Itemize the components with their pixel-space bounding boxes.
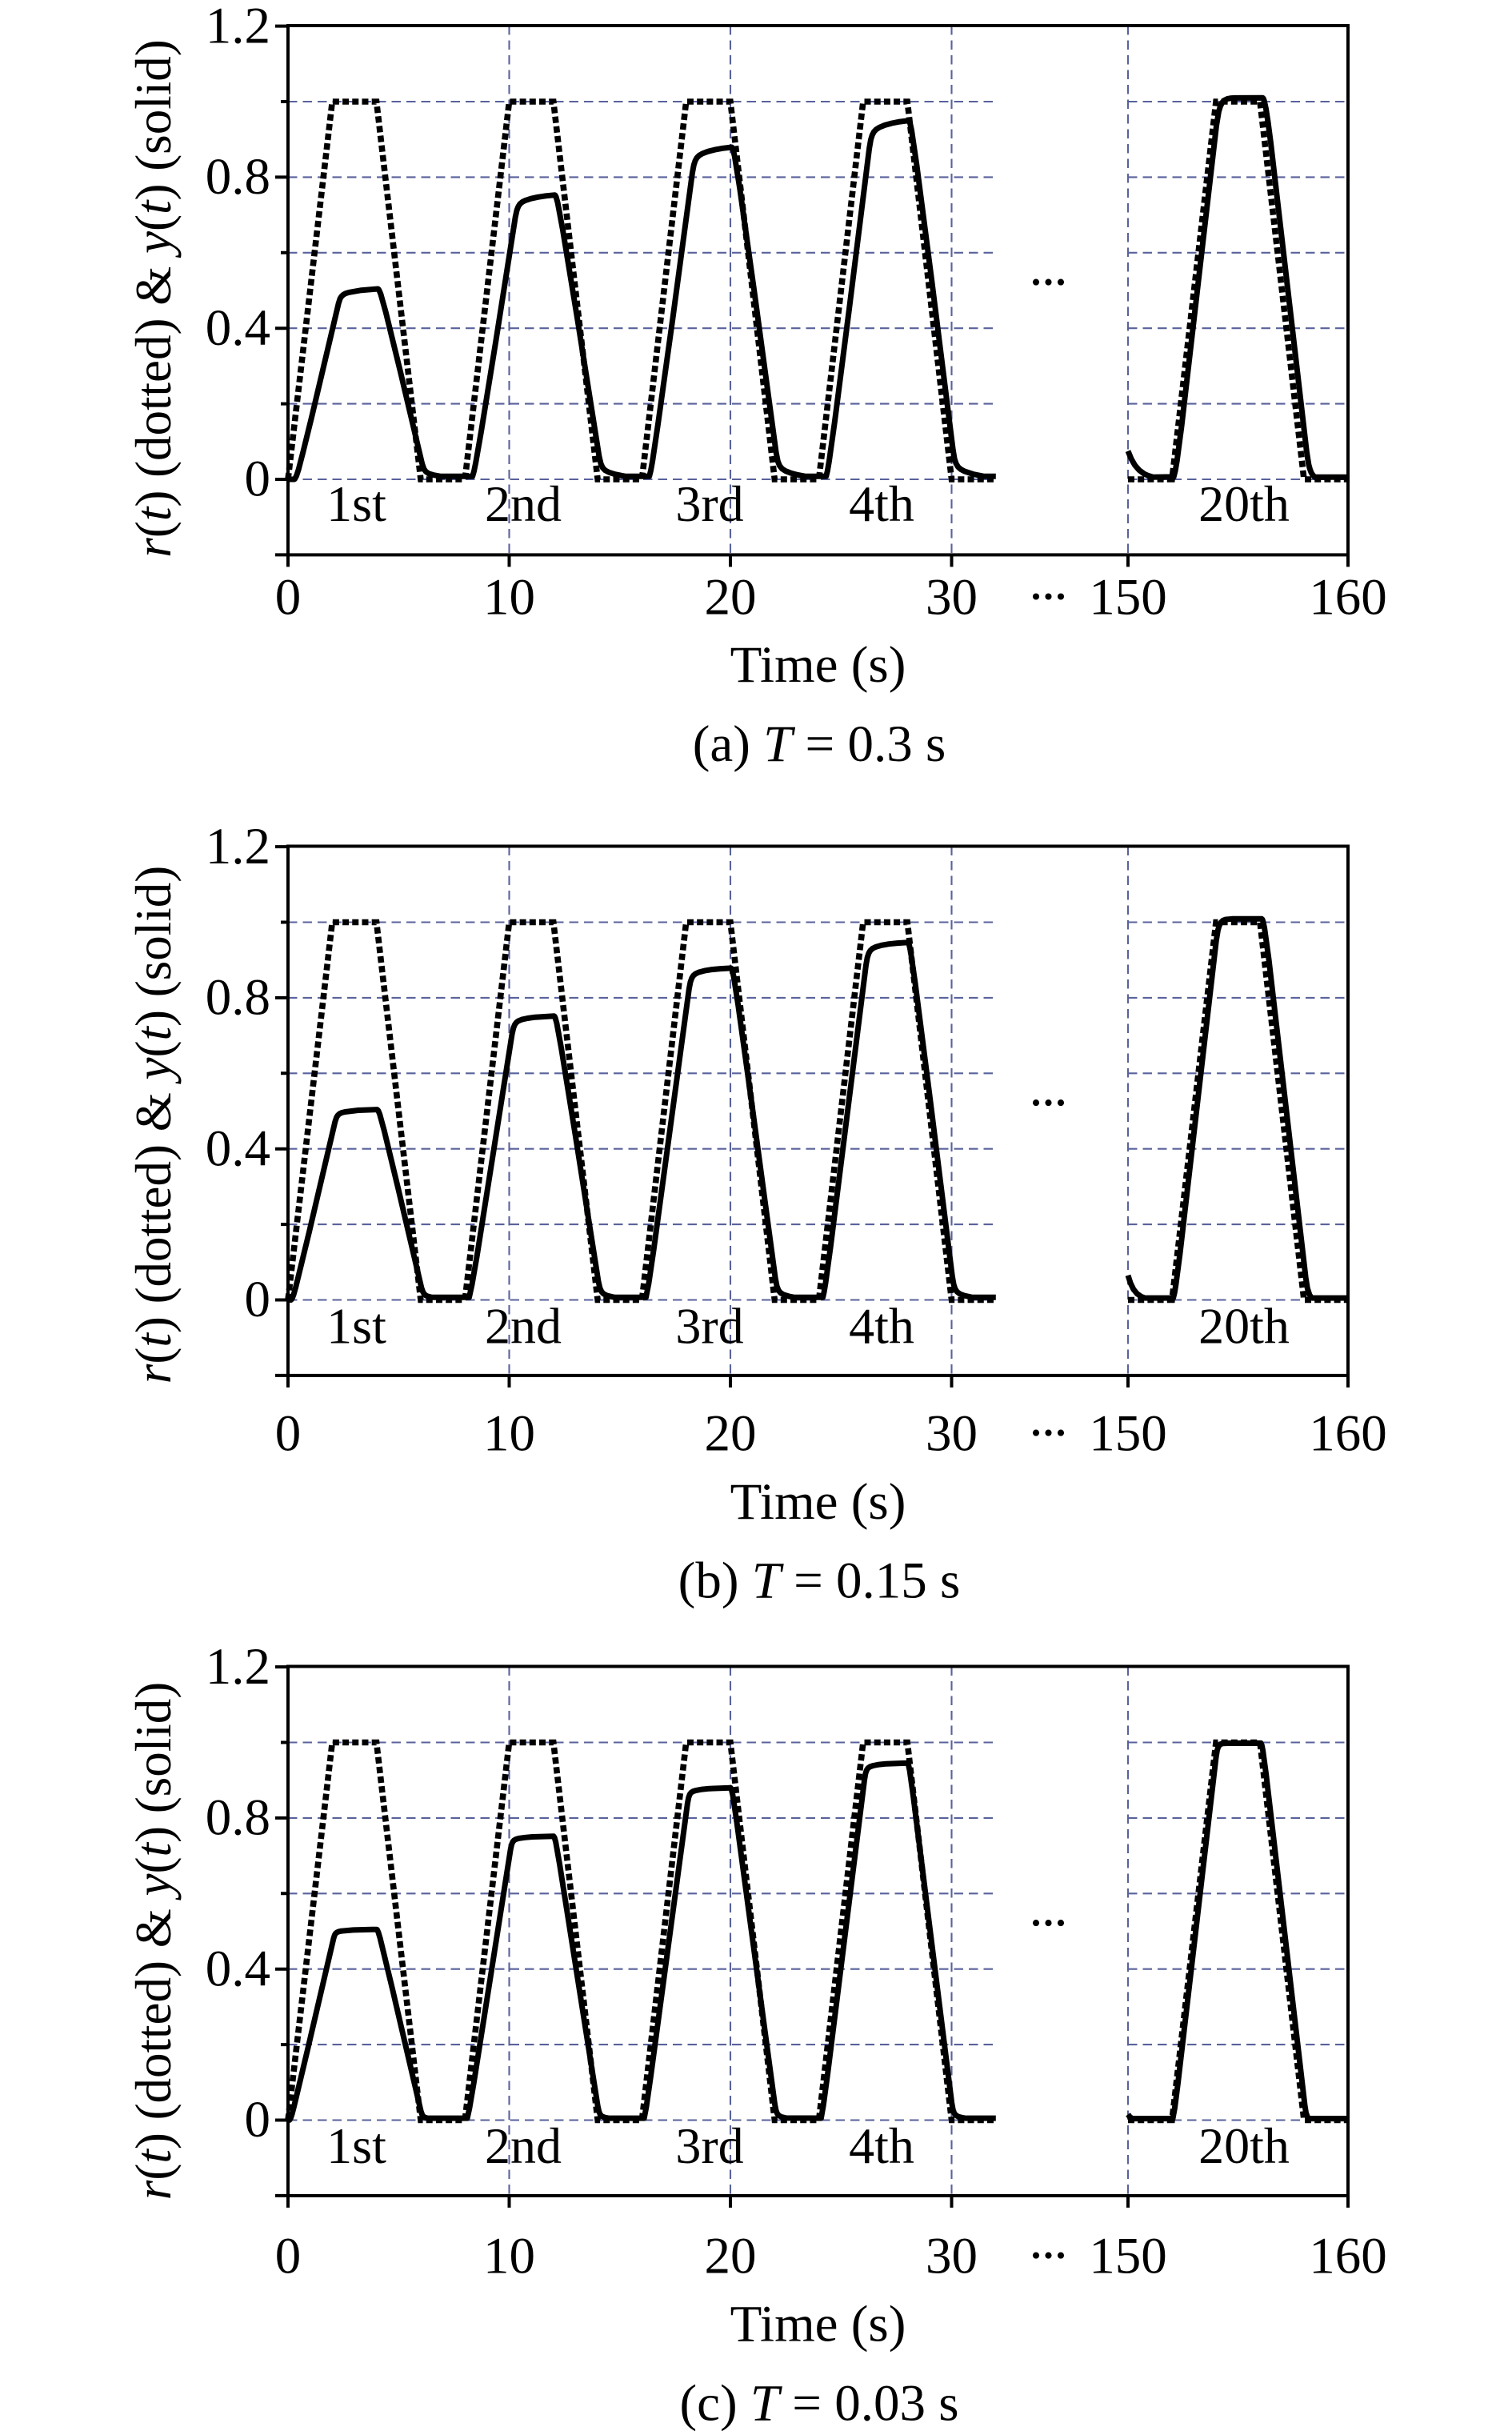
svg-text:1st: 1st [326,475,386,532]
svg-text:4th: 4th [849,475,914,532]
svg-text:2nd: 2nd [485,475,562,532]
svg-text:0.8: 0.8 [206,969,270,1027]
svg-text:10: 10 [483,1405,535,1463]
svg-text:0: 0 [245,2091,271,2149]
svg-text:0: 0 [275,2228,302,2285]
svg-text:30: 30 [926,1405,978,1463]
svg-text:0.4: 0.4 [206,1119,270,1177]
svg-text:0.4: 0.4 [206,1940,270,1997]
svg-text:4th: 4th [849,2117,914,2174]
svg-text:(b) T = 0.15 s: (b) T = 0.15 s [678,1552,961,1609]
svg-text:(a) T = 0.3 s: (a) T = 0.3 s [693,715,946,773]
svg-text:150: 150 [1089,568,1167,626]
svg-text:Time (s): Time (s) [730,636,906,694]
svg-text:160: 160 [1309,568,1387,626]
svg-text:30: 30 [926,2228,978,2285]
svg-text:0: 0 [245,1271,271,1328]
svg-text:150: 150 [1089,2228,1167,2285]
svg-text:1.2: 1.2 [206,1638,270,1696]
svg-text:1st: 1st [326,2117,386,2174]
svg-text:r(t) (dotted) & y(t) (solid): r(t) (dotted) & y(t) (solid) [126,1682,182,2200]
svg-text:r(t) (dotted) & y(t) (solid): r(t) (dotted) & y(t) (solid) [126,39,182,557]
svg-text:0.4: 0.4 [206,299,270,357]
svg-text:0: 0 [275,1405,302,1463]
svg-text:0: 0 [275,568,302,626]
svg-text:160: 160 [1309,1405,1387,1463]
svg-text:2nd: 2nd [485,2117,562,2174]
svg-text:1.2: 1.2 [206,818,270,875]
svg-text:2nd: 2nd [485,1298,562,1355]
svg-text:3rd: 3rd [675,1298,743,1355]
svg-text:160: 160 [1309,2228,1387,2285]
svg-text:Time (s): Time (s) [730,2296,906,2353]
svg-text:10: 10 [483,2228,535,2285]
svg-text:10: 10 [483,568,535,626]
svg-text:20: 20 [705,2228,757,2285]
svg-text:20th: 20th [1198,2117,1290,2174]
svg-text:1.2: 1.2 [206,0,270,54]
svg-text:r(t) (dotted) & y(t) (solid): r(t) (dotted) & y(t) (solid) [126,866,182,1384]
svg-text:0.8: 0.8 [206,148,270,206]
svg-text:3rd: 3rd [675,2117,743,2174]
svg-text:0: 0 [245,451,271,508]
svg-text:30: 30 [926,568,978,626]
svg-text:150: 150 [1089,1405,1167,1463]
svg-text:1st: 1st [326,1298,386,1355]
svg-text:20th: 20th [1198,1298,1290,1355]
svg-text:0.8: 0.8 [206,1789,270,1847]
svg-text:4th: 4th [849,1298,914,1355]
svg-text:20th: 20th [1198,475,1290,532]
svg-text:3rd: 3rd [675,475,743,532]
svg-text:20: 20 [705,568,757,626]
svg-text:Time (s): Time (s) [730,1473,906,1531]
svg-text:20: 20 [705,1405,757,1463]
svg-text:(c) T = 0.03 s: (c) T = 0.03 s [679,2375,958,2431]
